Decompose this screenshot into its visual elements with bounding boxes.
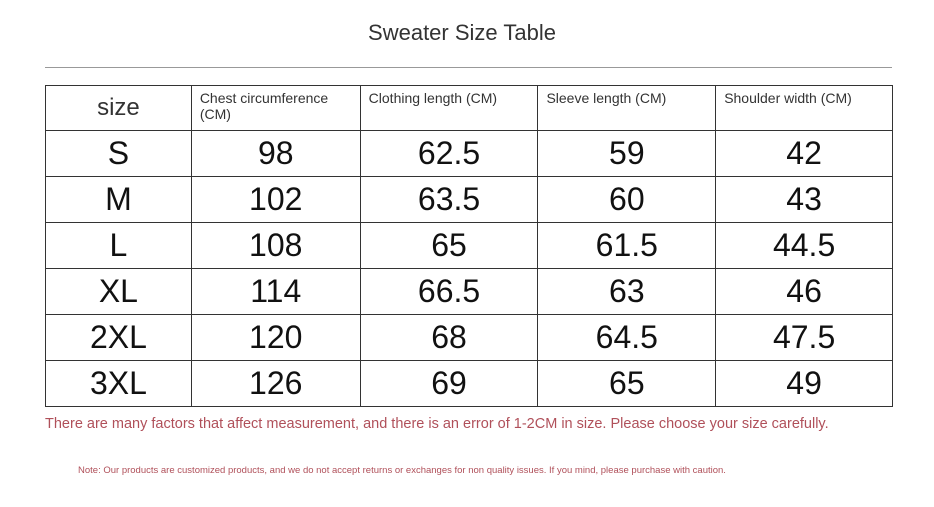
measurement-cell: 62.5 [359,130,539,177]
measurement-cell: 49 [715,360,893,407]
measurement-cell: 63 [537,268,717,315]
page-title: Sweater Size Table [368,20,556,45]
measurement-cell: 65 [359,222,539,269]
measurement-cell: 61.5 [537,222,717,269]
measurement-cell: 65 [537,360,717,407]
table-row: 2XL 120 68 64.5 47.5 [45,314,893,361]
measurement-cell: 120 [190,314,361,361]
measurement-cell: 126 [190,360,361,407]
measurement-cell: 114 [190,268,361,315]
column-header: Shoulder width (CM) [715,85,893,131]
size-cell: XL [45,268,192,315]
size-cell: M [45,176,192,223]
measurement-cell: 98 [190,130,361,177]
measurement-cell: 46 [715,268,893,315]
column-header: size [45,85,192,131]
measurement-cell: 42 [715,130,893,177]
measurement-cell: 44.5 [715,222,893,269]
table-row: L 108 65 61.5 44.5 [45,222,893,269]
size-cell: S [45,130,192,177]
divider [45,67,892,68]
column-header: Chest circumference (CM) [190,85,361,131]
column-header: Sleeve length (CM) [537,85,717,131]
size-table: size Chest circumference (CM) Clothing len… [45,85,893,407]
table-row: M 102 63.5 60 43 [45,176,893,223]
measurement-cell: 68 [359,314,539,361]
measurement-cell: 47.5 [715,314,893,361]
measurement-cell: 64.5 [537,314,717,361]
measurement-cell: 63.5 [359,176,539,223]
column-header: Clothing length (CM) [359,85,539,131]
table-row: 3XL 126 69 65 49 [45,360,893,407]
size-cell: 2XL [45,314,192,361]
measurement-cell: 43 [715,176,893,223]
measurement-cell: 59 [537,130,717,177]
header-row: size Chest circumference (CM) Clothing len… [45,85,893,131]
size-cell: 3XL [45,360,192,407]
size-cell: L [45,222,192,269]
return-policy-note: Note: Our products are customized produc… [78,465,726,476]
measurement-warning: There are many factors that affect measu… [45,416,829,432]
table-row: S 98 62.5 59 42 [45,130,893,177]
table-row: XL 114 66.5 63 46 [45,268,893,315]
measurement-cell: 66.5 [359,268,539,315]
measurement-cell: 60 [537,176,717,223]
measurement-cell: 108 [190,222,361,269]
measurement-cell: 102 [190,176,361,223]
measurement-cell: 69 [359,360,539,407]
